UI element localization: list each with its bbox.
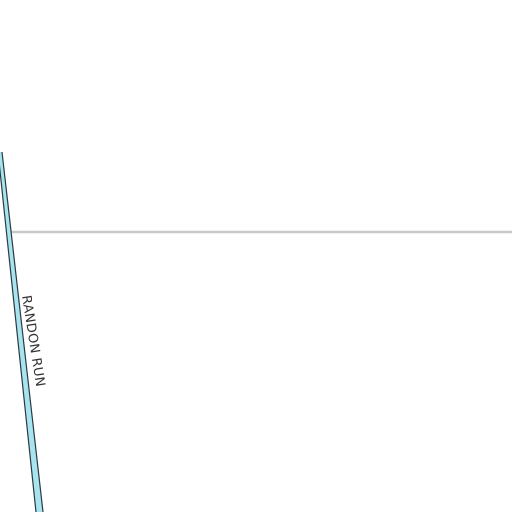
- stream-randon-run[interactable]: [0, 151, 44, 512]
- stream-edge-left: [0, 165, 37, 512]
- stream-edge-right: [1, 151, 44, 512]
